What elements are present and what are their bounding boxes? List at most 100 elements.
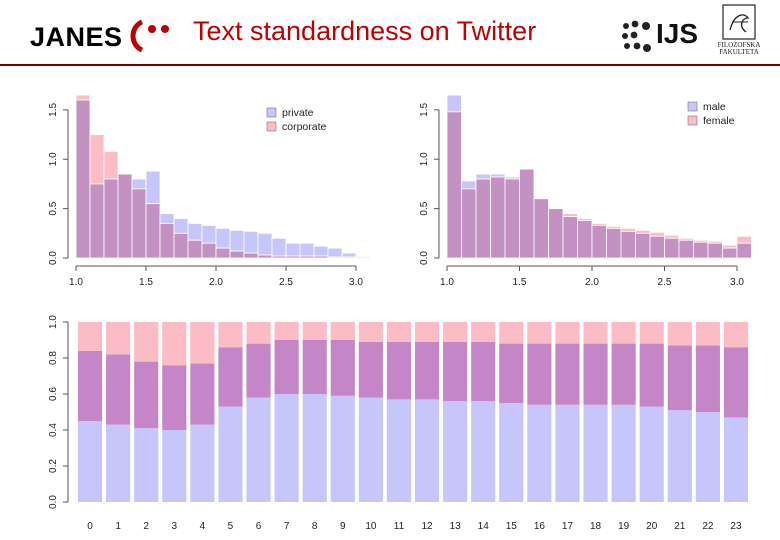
y-tick-label: 0.0 — [48, 251, 59, 265]
y-tick-label: 1.5 — [48, 102, 59, 116]
x-tick-label: 9 — [340, 521, 346, 532]
histogram-bar — [736, 235, 752, 244]
x-tick-label: 17 — [562, 521, 574, 532]
histogram-bar-overlap — [285, 255, 301, 259]
stacked-bar-segment — [330, 340, 355, 396]
histogram-bar-overlap — [299, 255, 315, 259]
stacked-bar-segment — [386, 399, 412, 502]
stacked-bar-segment — [611, 322, 636, 344]
histogram-bar — [722, 244, 738, 249]
x-tick-label: 1.0 — [69, 277, 83, 288]
janes-logo-text: JANES — [30, 22, 123, 52]
stacked-bar-segment — [639, 343, 664, 407]
x-tick-label: 1.0 — [440, 277, 454, 288]
stacked-bar-segment — [667, 410, 692, 502]
histogram-bar-overlap — [257, 254, 273, 259]
histogram-bar — [215, 227, 231, 249]
stacked-bar-segment — [106, 322, 131, 355]
x-tick-label: 2.5 — [279, 277, 293, 288]
histogram-bar-overlap — [722, 247, 738, 259]
stacked-bar-by-hour: 0.00.20.40.60.81.00 1 2 3 4 5 6 7 8 9 10 11 12 13 14 15… — [48, 315, 749, 532]
stacked-bar-segment — [471, 341, 496, 402]
stacked-bar-segment — [723, 417, 749, 502]
slide-header: JANES Text standardness on Twitter IJS F… — [0, 0, 780, 66]
stacked-bar-segment — [246, 343, 271, 398]
histogram-bar-overlap — [693, 241, 709, 259]
stacked-bar-segment — [527, 343, 552, 405]
ijs-logo-text: IJS — [656, 18, 699, 49]
x-tick-label: 2.5 — [658, 277, 672, 288]
y-tick-label: 0.4 — [48, 423, 59, 437]
stacked-bar-segment — [162, 322, 187, 366]
legend-label-corporate: corporate — [282, 121, 327, 133]
histogram-bar-overlap — [562, 216, 578, 259]
stacked-bar-segment — [414, 341, 440, 400]
x-tick-label: 14 — [478, 521, 490, 532]
x-tick-label: 1.5 — [513, 277, 527, 288]
histogram-bar-overlap — [103, 178, 119, 259]
stacked-bar-segment — [583, 404, 608, 502]
x-tick-label: 18 — [590, 521, 602, 532]
histogram-bar — [490, 173, 506, 178]
histogram-bar-overlap — [475, 178, 491, 259]
histogram-bar — [446, 94, 462, 113]
histogram-bar-overlap — [271, 255, 287, 259]
x-tick-label: 6 — [256, 521, 262, 532]
legend-swatch-female — [687, 115, 698, 126]
stacked-bar-segment — [330, 322, 355, 340]
histogram-bar — [327, 247, 343, 258]
histogram-bar — [635, 229, 651, 234]
x-tick-label: 21 — [674, 521, 686, 532]
histogram-bar-overlap — [736, 242, 752, 259]
histogram-bar-overlap — [577, 220, 593, 259]
histogram-bar-overlap — [635, 232, 651, 259]
janes-logo-mark — [130, 20, 169, 52]
histogram-bar-overlap — [678, 239, 694, 259]
legend-label-male: male — [703, 101, 726, 113]
stacked-bar-segment — [274, 394, 299, 502]
ff-logo: FILOZOFSKA FAKULTETA — [708, 4, 770, 60]
histogram-bar-overlap — [446, 111, 462, 259]
stacked-bar-segment — [443, 341, 468, 402]
stacked-bar-segment — [134, 428, 159, 502]
x-tick-label: 20 — [646, 521, 658, 532]
stacked-bar-segment — [218, 406, 243, 502]
stacked-bar-segment — [162, 430, 187, 502]
stacked-bar-segment — [555, 343, 580, 405]
histogram-bar-overlap — [215, 247, 231, 259]
y-tick-label: 1.0 — [419, 152, 430, 166]
x-tick-label: 3 — [172, 521, 178, 532]
x-tick-label: 2.0 — [585, 277, 599, 288]
stacked-bar-segment — [386, 341, 412, 400]
histogram-bar — [562, 213, 578, 217]
histogram-bar — [173, 218, 189, 234]
stacked-bar-segment — [274, 322, 299, 340]
x-tick-label: 10 — [365, 521, 377, 532]
stacked-bar-segment — [302, 394, 327, 502]
stacked-bar-segment — [190, 322, 215, 364]
stacked-bar-segment — [695, 322, 720, 346]
stacked-bar-segment — [190, 363, 215, 425]
page-title: Text standardness on Twitter — [193, 16, 537, 46]
histogram-bar-overlap — [201, 242, 217, 259]
stacked-bar-segment — [302, 340, 327, 394]
stacked-bar-segment — [106, 354, 131, 425]
stacked-bar-segment — [723, 347, 749, 418]
histogram-bar-overlap — [504, 178, 520, 259]
y-tick-label: 1.5 — [419, 102, 430, 116]
legend-swatch-corporate — [266, 121, 277, 132]
stacked-bar-segment — [218, 322, 243, 348]
x-tick-label: 15 — [506, 521, 518, 532]
stacked-bar-segment — [443, 401, 468, 502]
stacked-bar-segment — [302, 322, 327, 340]
stacked-bar-segment — [583, 322, 608, 344]
histogram-male-female: 0.0 0.5 1.0 1.5 1.0 1.5 2.0 2.5 3.0 male female — [419, 94, 752, 288]
histogram-bar-overlap — [490, 176, 506, 259]
stacked-bar-segment — [162, 365, 187, 430]
histogram-bar-overlap — [591, 225, 607, 259]
histogram-bar — [285, 242, 301, 257]
histogram-bar — [461, 180, 477, 190]
stacked-bar-segment — [190, 424, 215, 502]
stacked-bar-segment — [77, 322, 103, 351]
x-tick-label: 11 — [394, 521, 405, 532]
